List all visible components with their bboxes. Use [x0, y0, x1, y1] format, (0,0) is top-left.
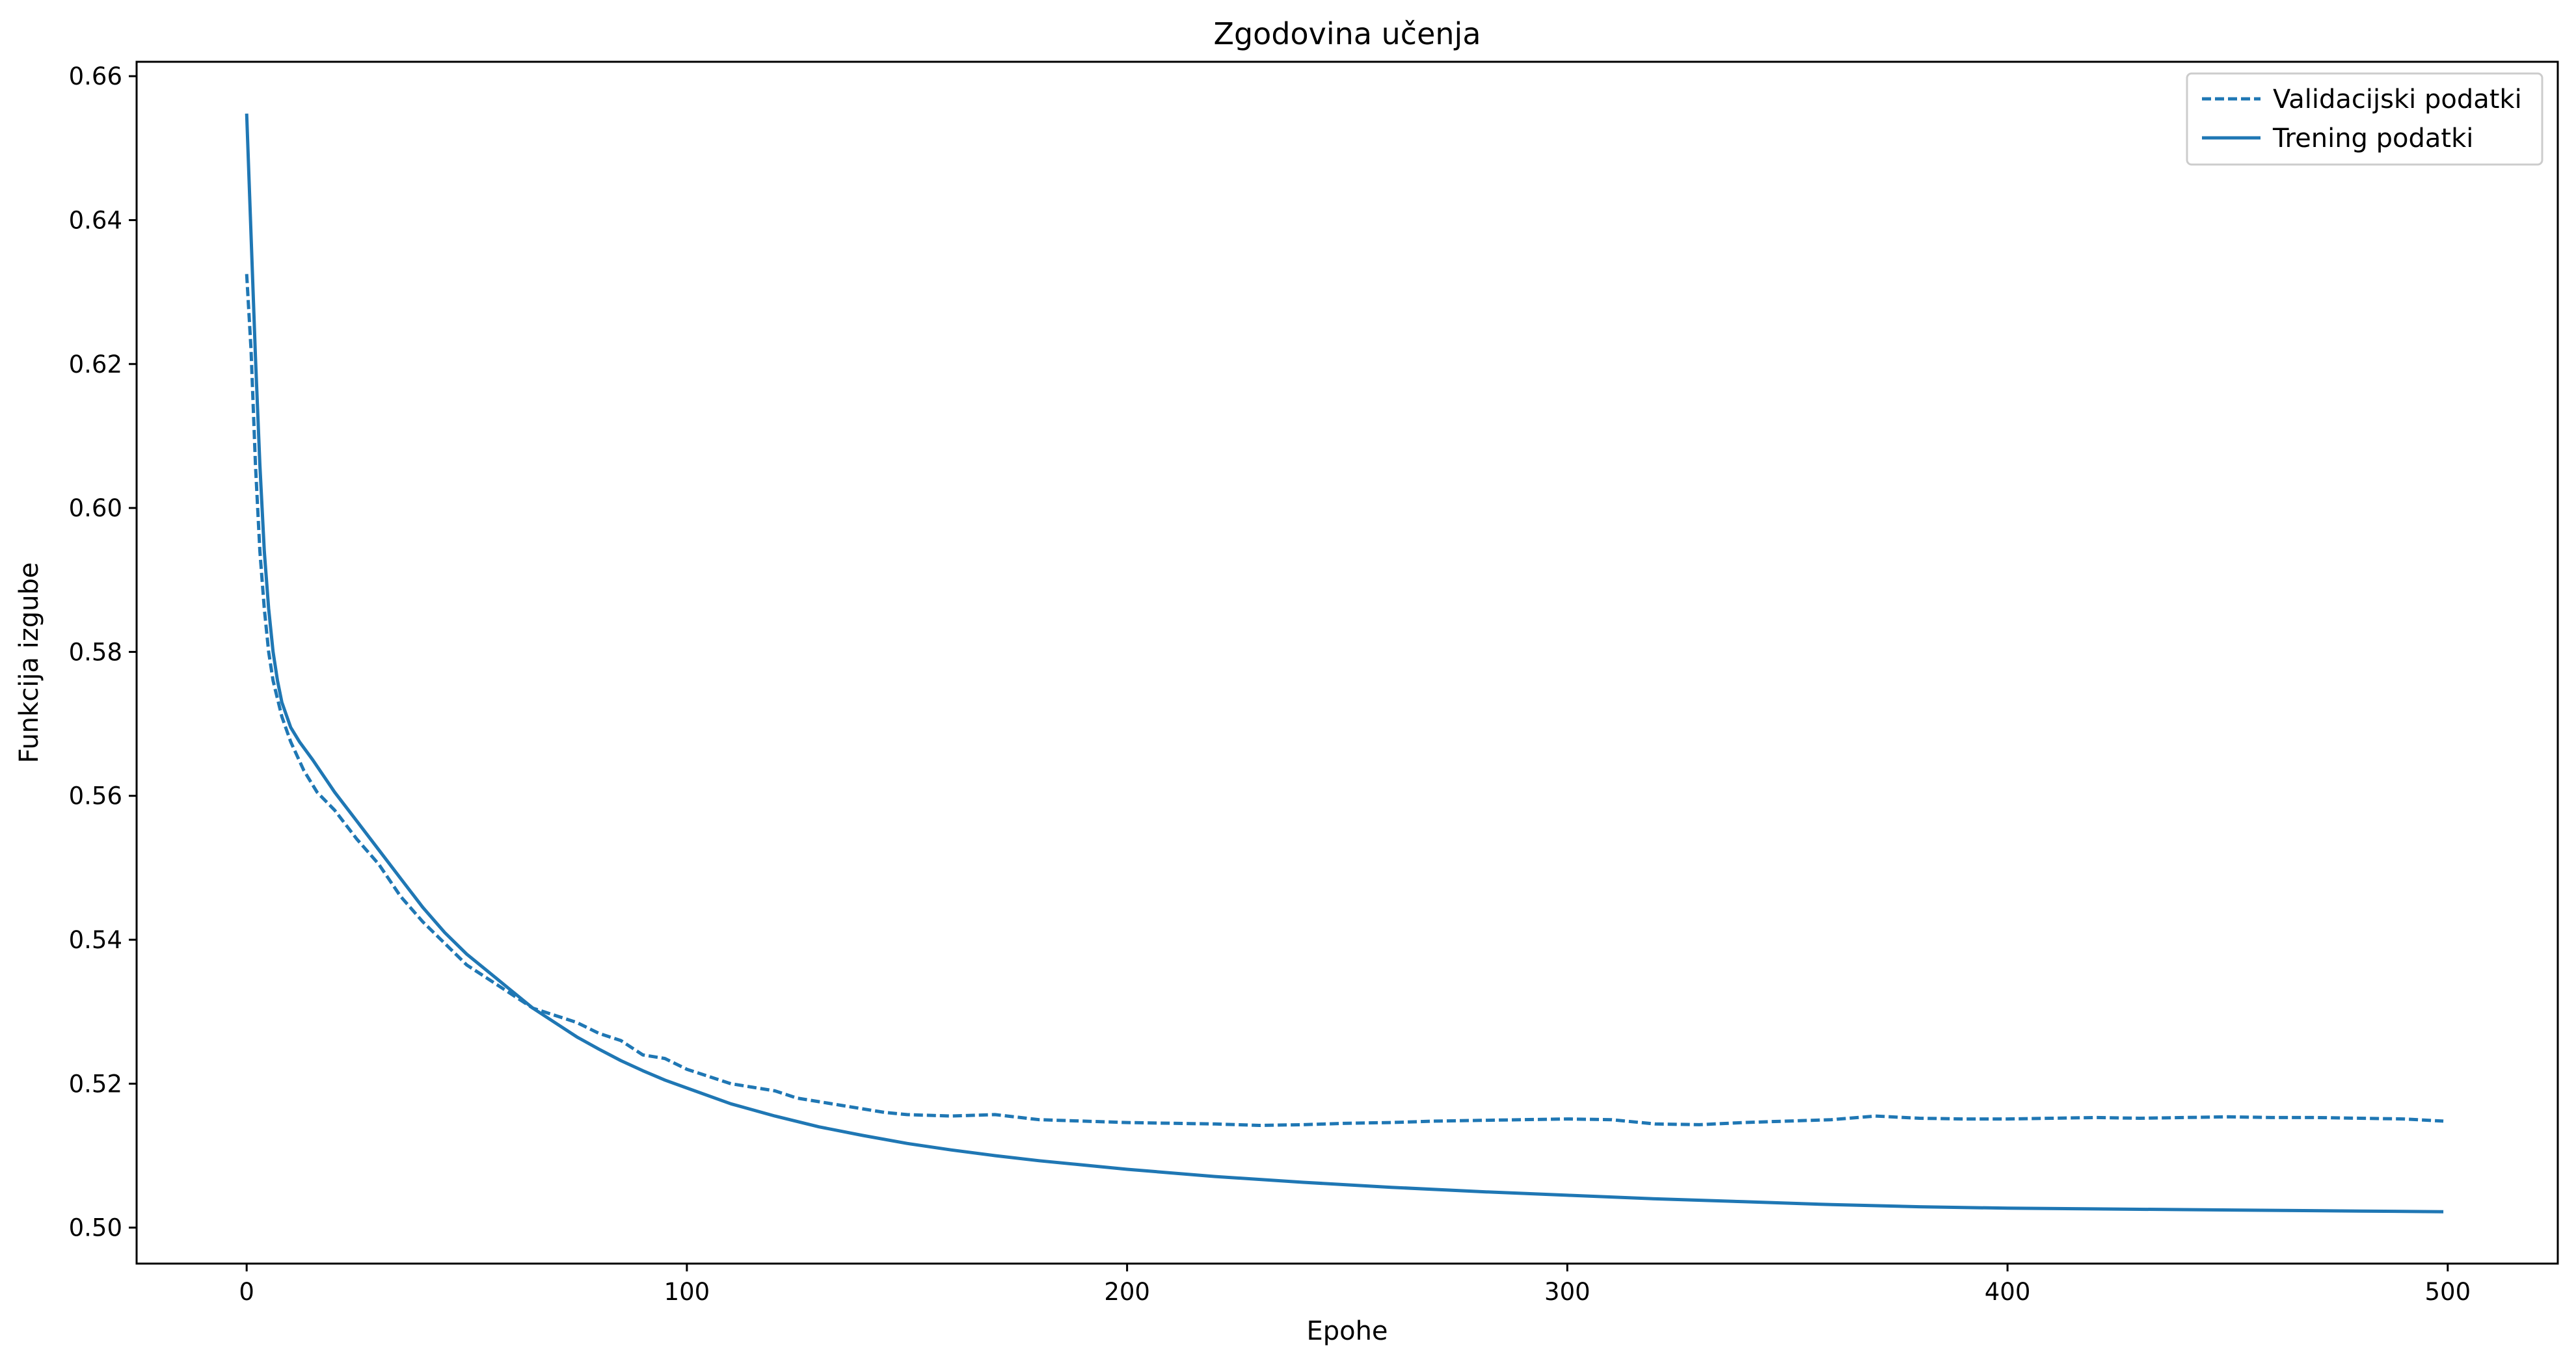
y-axis-ticks: 0.50 0.52 0.54 0.56 0.58 0.60 0.62 0.64 0.66 — [69, 62, 137, 1242]
x-tick-label: 500 — [2425, 1278, 2471, 1306]
y-tick-label: 0.58 — [69, 638, 122, 666]
y-tick-label: 0.64 — [69, 206, 122, 234]
x-tick-label: 100 — [664, 1278, 710, 1306]
y-tick-label: 0.52 — [69, 1070, 122, 1098]
x-axis-ticks: 0 100 200 300 400 500 — [239, 1264, 2471, 1306]
x-tick-label: 400 — [1985, 1278, 2031, 1306]
y-tick-label: 0.54 — [69, 926, 122, 954]
legend-box — [2186, 72, 2543, 166]
x-tick-label: 300 — [1544, 1278, 1590, 1306]
plot-frame — [135, 60, 2559, 1265]
y-tick-label: 0.62 — [69, 351, 122, 378]
series-layer — [245, 113, 2444, 1214]
y-tick-label: 0.50 — [69, 1214, 122, 1242]
x-tick-label: 0 — [239, 1278, 254, 1306]
validation-loss-line — [245, 274, 2444, 1127]
chart-title: Zgodovina učenja — [1213, 16, 1481, 51]
x-tick-label: 200 — [1104, 1278, 1150, 1306]
legend-label-validation: Validacijski podatki — [2273, 85, 2522, 114]
legend: Validacijski podatki Trening podatki — [2186, 72, 2543, 166]
y-tick-label: 0.66 — [69, 62, 122, 90]
legend-label-training: Trening podatki — [2272, 124, 2473, 153]
y-tick-label: 0.56 — [69, 782, 122, 810]
x-axis-label: Epohe — [1306, 1316, 1388, 1346]
y-tick-label: 0.60 — [69, 494, 122, 522]
y-axis-label: Funkcija izgube — [14, 563, 44, 763]
training-loss-line — [245, 113, 2444, 1214]
